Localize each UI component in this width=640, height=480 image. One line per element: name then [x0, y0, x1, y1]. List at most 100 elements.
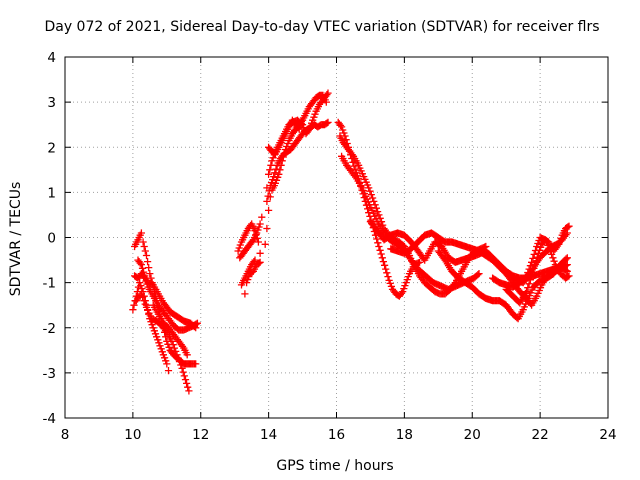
- data-point-plus: [177, 361, 185, 369]
- data-point-plus: [174, 354, 182, 362]
- data-point-plus: [162, 357, 170, 365]
- data-point-plus: [173, 351, 181, 359]
- data-point-plus: [140, 242, 148, 251]
- data-point-plus: [524, 268, 532, 277]
- x-tick-labels: 8 10 12 14 16 18 20 22 24: [61, 427, 617, 443]
- data-point-plus: [524, 284, 532, 292]
- data-point-plus: [379, 258, 387, 266]
- data-point-plus: [526, 262, 534, 270]
- data-point-plus: [251, 256, 259, 264]
- data-point-plus: [376, 246, 384, 254]
- data-point-plus: [137, 290, 145, 298]
- x-axis-label: GPS time / hours: [276, 458, 393, 474]
- data-point-plus: [261, 240, 269, 248]
- data-point-plus: [324, 89, 332, 97]
- data-point-plus: [564, 273, 572, 281]
- data-point-plus: [565, 272, 573, 280]
- data-point-plus: [163, 360, 171, 368]
- data-point-plus: [178, 364, 186, 372]
- data-point-plus: [565, 222, 573, 230]
- data-point-plus: [129, 306, 137, 314]
- data-point-plus: [378, 254, 386, 262]
- data-point-plus: [180, 372, 188, 380]
- data-point-plus: [141, 300, 149, 308]
- data-point-plus: [271, 169, 279, 177]
- data-point-plus: [141, 247, 149, 255]
- data-point-plus: [270, 173, 278, 181]
- data-point-plus: [248, 237, 256, 245]
- y-tick-label: 4: [47, 50, 56, 66]
- x-tick-label: 20: [464, 427, 481, 443]
- data-point-plus: [557, 234, 565, 242]
- data-point-plus: [348, 151, 356, 159]
- data-point-plus: [172, 347, 180, 355]
- data-point-plus: [144, 258, 152, 266]
- data-series: [129, 89, 573, 395]
- data-point-plus: [146, 270, 154, 278]
- data-point-plus: [168, 337, 176, 345]
- y-axis-label: SDTVAR / TECUs: [8, 182, 24, 297]
- data-point-plus: [562, 255, 570, 263]
- data-point-plus: [251, 227, 259, 235]
- data-point-plus: [184, 383, 192, 391]
- data-point-plus: [164, 367, 173, 375]
- data-point-plus: [375, 242, 383, 251]
- data-point-plus: [275, 170, 283, 178]
- data-point-plus: [549, 254, 557, 262]
- data-point-plus: [252, 230, 260, 239]
- data-point-plus: [377, 250, 385, 258]
- data-point-plus: [149, 324, 157, 332]
- y-tick-label: 1: [47, 185, 56, 201]
- y-tick-label: -2: [43, 321, 56, 337]
- data-point-plus: [350, 162, 358, 170]
- data-point-plus: [416, 258, 424, 266]
- data-point-plus: [525, 265, 533, 273]
- y-tick-label: 0: [47, 231, 56, 247]
- data-point-plus: [140, 297, 148, 305]
- data-point-plus: [528, 258, 536, 266]
- chart-title: Day 072 of 2021, Sidereal Day-to-day VTE…: [44, 19, 599, 35]
- data-point-plus: [190, 323, 198, 331]
- data-point-plus: [136, 259, 144, 267]
- data-point-plus: [323, 119, 331, 127]
- data-point-plus: [179, 368, 187, 376]
- data-point-plus: [523, 272, 531, 280]
- data-point-plus: [253, 234, 261, 242]
- data-point-plus: [523, 288, 531, 296]
- data-point-plus: [271, 179, 279, 187]
- x-tick-label: 14: [260, 427, 277, 443]
- data-point-plus: [138, 264, 147, 272]
- y-tick-label: 3: [47, 95, 56, 111]
- data-point-plus: [525, 280, 533, 288]
- data-point-plus: [272, 165, 280, 173]
- data-point-plus: [397, 289, 406, 297]
- x-tick-label: 18: [396, 427, 413, 443]
- data-point-plus: [563, 254, 571, 262]
- data-point-plus: [183, 379, 191, 387]
- data-point-plus: [265, 206, 273, 214]
- data-point-plus: [367, 191, 375, 199]
- data-point-plus: [338, 123, 346, 131]
- data-point-plus: [263, 184, 271, 192]
- data-point-plus: [365, 184, 373, 192]
- data-point-plus: [145, 264, 153, 272]
- data-point-plus: [255, 259, 263, 267]
- data-point-plus: [531, 246, 540, 255]
- data-point-plus: [529, 254, 537, 262]
- y-tick-label: -1: [43, 276, 56, 292]
- data-point-plus: [178, 342, 187, 350]
- y-tick-label: -4: [43, 411, 56, 427]
- data-point-plus: [241, 290, 249, 298]
- data-point-plus: [175, 358, 184, 366]
- data-point-plus: [526, 276, 534, 284]
- data-point-plus: [256, 258, 264, 266]
- data-point-plus: [382, 265, 390, 273]
- data-point-plus: [366, 187, 374, 195]
- data-point-plus: [265, 170, 273, 178]
- data-point-plus: [383, 269, 391, 277]
- y-tick-labels: 4 3 2 1 0 -1 -2 -3 -4: [43, 50, 56, 427]
- data-point-plus: [375, 211, 383, 219]
- data-point-plus: [192, 324, 200, 332]
- data-point-plus: [276, 166, 284, 174]
